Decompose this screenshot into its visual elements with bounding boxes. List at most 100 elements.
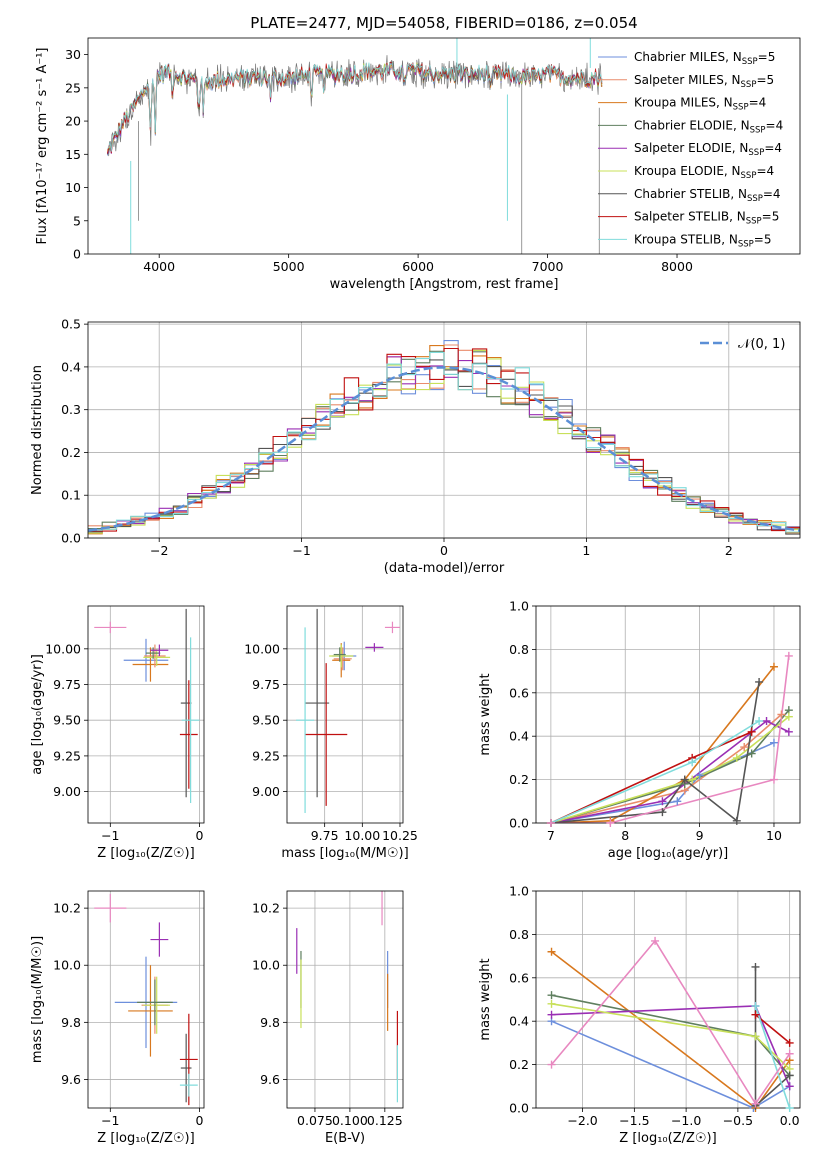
massweight_vs_age-line-6 bbox=[550, 681, 760, 823]
massweight_vs_age-marker-9-0 bbox=[546, 819, 555, 827]
mass_vs_EBV-xtick-label-1: 0.100 bbox=[332, 1113, 368, 1128]
spectrum-xtick-label-2: 6000 bbox=[402, 259, 434, 274]
residuals-ytick-label-0: 0.0 bbox=[61, 531, 81, 546]
massweight_vs_Z-xtick-label-4: 0.0 bbox=[780, 1113, 800, 1128]
age_vs_mass-ytick-label-3: 9.75 bbox=[252, 677, 280, 692]
mass_vs_EBV-panel: 0.075 0.100 0.125 9.6 9.8 10.0 10.2 E(B-V) bbox=[252, 890, 404, 1146]
massweight_vs_Z-xtick-label-1: −1.5 bbox=[619, 1113, 649, 1128]
normal-curve-line bbox=[88, 366, 800, 532]
mass_vs_EBV-ytick-label-3: 10.2 bbox=[252, 901, 280, 916]
mass_vs_EBV-ytick-label-2: 10.0 bbox=[252, 958, 280, 973]
massweight_vs_age-marker-5-2 bbox=[732, 753, 741, 762]
massweight_vs_Z-marker-7-0 bbox=[751, 1002, 760, 1011]
massweight_vs_age-marker-9-3 bbox=[784, 651, 793, 660]
age_vs_Z-frame bbox=[87, 605, 205, 824]
age_vs_mass-ytick-label-4: 10.00 bbox=[244, 641, 280, 656]
age_vs_Z-ytick-label-1: 9.25 bbox=[53, 748, 81, 763]
massweight_vs_Z-marker-1-0 bbox=[547, 947, 556, 956]
observed-spectrum-line bbox=[107, 55, 603, 157]
massweight_vs_Z-ytick-label-1: 0.2 bbox=[509, 1057, 529, 1072]
massweight_vs_Z-line-6 bbox=[754, 1014, 791, 1044]
massweight_vs_age-marker-2-3 bbox=[769, 662, 778, 671]
spectrum-ytick-label-6: 30 bbox=[65, 47, 81, 62]
age_vs_Z-panel: −1 0 9.00 9.25 9.50 9.75 10.00 Z [log₁₀(Z/Z☉)] a… bbox=[30, 605, 205, 861]
residuals-ytick-label-5: 0.5 bbox=[61, 317, 81, 332]
age_vs_mass-xtick-label-2: 10.25 bbox=[382, 828, 418, 843]
residuals-xtick-label-4: 2 bbox=[725, 543, 733, 558]
residuals-ytick-label-3: 0.3 bbox=[61, 402, 81, 417]
age_vs_Z-ylabel: age [log₁₀(age/yr)] bbox=[30, 654, 45, 775]
massweight_vs_age-grid bbox=[536, 605, 800, 824]
residuals-xlabel: (data-model)/error bbox=[384, 561, 505, 576]
massweight_vs_Z-marker-6-0 bbox=[751, 1010, 760, 1019]
massweight_vs_Z-marker-3-2 bbox=[785, 1082, 794, 1091]
massweight_vs_age-marker-0-1 bbox=[673, 797, 682, 806]
legend-label-0: Chabrier MILES, NSSP=5 bbox=[634, 50, 775, 67]
mass_vs_EBV-frame bbox=[286, 890, 404, 1109]
age_vs_Z-ytick-label-4: 10.00 bbox=[45, 641, 81, 656]
mass_vs_Z-ytick-label-1: 9.8 bbox=[61, 1015, 81, 1030]
mass_vs_EBV-plot-area bbox=[296, 891, 399, 1103]
massweight_vs_age-marker-1-2 bbox=[740, 743, 749, 752]
mass_vs_Z-panel: −1 0 9.6 9.8 10.0 10.2 Z [log₁₀(Z/Z☉)] mass [lo… bbox=[30, 890, 205, 1146]
mass_vs_Z-ytick-label-0: 9.6 bbox=[61, 1072, 81, 1087]
massweight_vs_age-frame bbox=[535, 605, 801, 824]
spectrum-frame bbox=[87, 37, 801, 255]
mass_vs_Z-ytick-label-3: 10.2 bbox=[53, 901, 81, 916]
massweight_vs_age-marker-9-2 bbox=[769, 775, 778, 784]
mass_vs_Z-plot-area bbox=[94, 893, 198, 1106]
model-fit-line-7 bbox=[107, 61, 603, 154]
massweight_vs_Z-marker-8-3 bbox=[785, 1049, 794, 1058]
massweight_vs_Z-marker-4-1 bbox=[751, 1032, 760, 1041]
massweight_vs_age-marker-0-3 bbox=[769, 738, 778, 747]
spectrum-ytick-label-2: 10 bbox=[65, 180, 81, 195]
spectrum-xlabel: wavelength [Angstrom, rest frame] bbox=[330, 277, 559, 292]
spectrum-ylabel: Flux [fλ10⁻¹⁷ erg cm⁻² s⁻¹ A⁻¹] bbox=[35, 48, 50, 245]
massweight_vs_Z-xtick-label-0: −2.0 bbox=[567, 1113, 597, 1128]
age_vs_mass-ytick-label-1: 9.25 bbox=[252, 748, 280, 763]
massweight_vs_Z-line-8 bbox=[550, 939, 791, 1106]
massweight_vs_age-ytick-label-4: 0.8 bbox=[509, 642, 529, 657]
legend-label-8: Kroupa STELIB, NSSP=5 bbox=[634, 232, 772, 249]
spectrum-ytick-label-3: 15 bbox=[65, 147, 81, 162]
spectrum-xtick-label-0: 4000 bbox=[143, 259, 175, 274]
mass_vs_EBV-ytick-label-1: 9.8 bbox=[260, 1015, 280, 1030]
residuals-ytick-label-4: 0.4 bbox=[61, 359, 81, 374]
massweight_vs_age-marker-8-2 bbox=[755, 717, 764, 726]
massweight_vs_Z-panel: −2.0 −1.5 −1.0 −0.5 0.0 0.0 0.2 0.4 0.6 0.8 1.0 Z [… bbox=[478, 884, 801, 1146]
age_vs_Z-ytick-label-0: 9.00 bbox=[53, 784, 81, 799]
age_vs_mass-xtick-label-0: 9.75 bbox=[311, 828, 339, 843]
massweight_vs_Z-marker-2-0 bbox=[547, 991, 556, 1000]
massweight_vs_Z-marker-5-0 bbox=[751, 962, 760, 971]
residuals-xtick-label-1: −1 bbox=[292, 543, 310, 558]
mass_vs_EBV-xtick-label-2: 0.125 bbox=[367, 1113, 403, 1128]
mass_vs_Z-frame bbox=[87, 890, 205, 1109]
massweight_vs_age-plot-area bbox=[550, 655, 790, 823]
residuals-ytick-label-1: 0.1 bbox=[61, 488, 81, 503]
mass_vs_Z-xtick-label-0: −1 bbox=[101, 1113, 119, 1128]
massweight_vs_Z-plot-area bbox=[550, 939, 791, 1108]
mass_vs_EBV-ytick-label-0: 9.6 bbox=[260, 1072, 280, 1087]
massweight_vs_age-line-2 bbox=[550, 666, 775, 823]
legend-label-6: Chabrier STELIB, NSSP=4 bbox=[634, 187, 781, 204]
residuals-plot-area bbox=[88, 340, 800, 535]
massweight_vs_age-ytick-label-2: 0.4 bbox=[509, 729, 529, 744]
massweight_vs_Z-marker-3-0 bbox=[547, 1010, 556, 1019]
massweight_vs_Z-line-0 bbox=[551, 1020, 791, 1108]
massweight_vs_age-xtick-label-2: 9 bbox=[696, 828, 704, 843]
massweight_vs_age-marker-4-3 bbox=[784, 727, 793, 736]
residuals-xtick-label-0: −2 bbox=[150, 543, 168, 558]
model-fit-line-8 bbox=[107, 61, 603, 152]
massweight_vs_Z-line-7 bbox=[754, 1005, 791, 1108]
mass_vs_Z-ytick-label-2: 10.0 bbox=[53, 958, 81, 973]
massweight_vs_Z-frame bbox=[535, 890, 801, 1109]
age_vs_mass-xtick-label-1: 10.00 bbox=[344, 828, 380, 843]
mass_vs_Z-ylabel: mass [log₁₀(M/M☉)] bbox=[30, 936, 45, 1063]
legend-label-2: Kroupa MILES, NSSP=4 bbox=[634, 96, 766, 113]
mass_vs_EBV-xtick-label-0: 0.075 bbox=[297, 1113, 333, 1128]
massweight_vs_age-marker-4-1 bbox=[658, 797, 667, 806]
age_vs_mass-xlabel: mass [log₁₀(M/M☉)] bbox=[281, 846, 408, 861]
massweight_vs_Z-marker-5-2 bbox=[785, 1071, 794, 1080]
residuals-ytick-label-2: 0.2 bbox=[61, 445, 81, 460]
massweight_vs_Z-marker-8-0 bbox=[547, 1060, 556, 1069]
